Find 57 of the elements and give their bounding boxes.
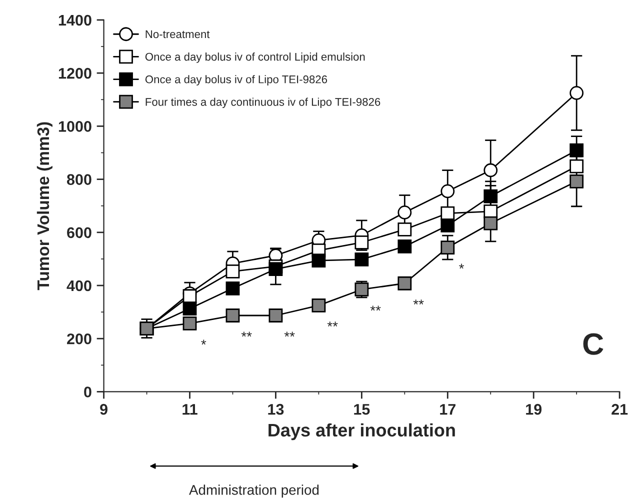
legend-label: Once a day bolus iv of control Lipid emulsion: [145, 52, 365, 63]
x-axis-title: Days after inoculation: [268, 423, 455, 440]
legend-label: Four times a day continuous iv of Lipo TEI-9826: [146, 98, 380, 108]
point: [226, 281, 240, 296]
annotation: **: [413, 300, 424, 305]
point: [440, 184, 455, 198]
point: [570, 174, 584, 188]
x-tick-label: 9: [100, 404, 108, 415]
y-tick-label: 600: [67, 227, 92, 238]
point: [570, 159, 584, 174]
legend-label: No-treatment: [146, 30, 210, 38]
y-tick-label: 0: [84, 386, 92, 398]
point: [398, 222, 412, 236]
point: [484, 189, 498, 204]
y-tick-label: 1200: [58, 68, 92, 79]
annotation: **: [284, 332, 295, 337]
point: [182, 302, 197, 316]
annotation: *: [459, 264, 464, 269]
x-tick-label: 11: [182, 404, 198, 415]
annotation: *: [201, 340, 206, 345]
annotation: **: [370, 306, 381, 311]
point: [226, 308, 240, 322]
y-tick-label: 1000: [58, 121, 92, 132]
point: [268, 262, 283, 276]
point: [484, 163, 498, 178]
y-axis-title: Tumor Volume (mm3): [36, 122, 52, 290]
text: Administration period: [189, 484, 319, 498]
y-tick-label: 1400: [58, 14, 92, 26]
point: [484, 216, 498, 230]
annotation: **: [327, 322, 338, 327]
point: [484, 204, 498, 218]
point: [312, 254, 326, 268]
point: [226, 264, 240, 278]
point: [398, 276, 412, 290]
y-tick-label: 400: [66, 280, 92, 292]
point: [398, 206, 412, 220]
annotation: **: [241, 332, 252, 337]
x-tick-label: 17: [440, 404, 456, 415]
x-tick-label: 13: [268, 404, 284, 415]
point: [570, 143, 584, 158]
point: [354, 252, 369, 266]
point: [440, 218, 455, 232]
legend-label: Once a day bolus iv of Lipo TEI-9826: [145, 75, 328, 86]
x-tick-label: 21: [612, 404, 628, 415]
point: [268, 308, 283, 322]
point: [570, 86, 584, 100]
point: [398, 240, 412, 254]
y-tick-label: 200: [67, 333, 92, 344]
x-tick-label: 15: [354, 404, 370, 415]
x-tick-label: 19: [526, 404, 542, 415]
point: [354, 236, 369, 250]
point: [440, 206, 455, 220]
annotation: C: [583, 333, 604, 355]
point: [312, 298, 326, 312]
y-tick-label: 800: [66, 174, 92, 185]
point: [440, 240, 455, 254]
point: [182, 316, 197, 330]
